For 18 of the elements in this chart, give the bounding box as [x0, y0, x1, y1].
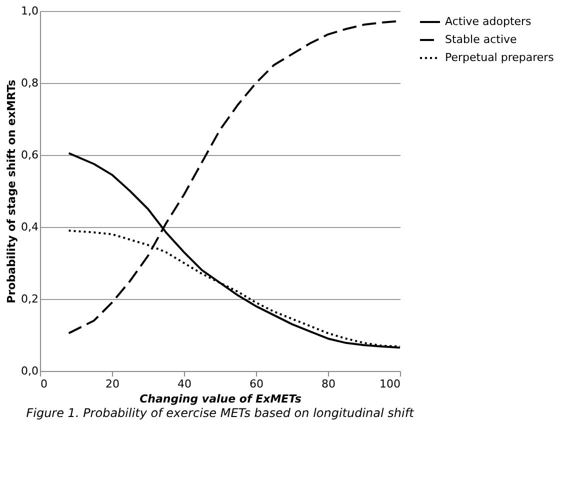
y-tick-label: 0,6 [21, 148, 38, 162]
y-tick-label: 0,0 [21, 364, 38, 378]
x-tick-label: 40 [178, 378, 192, 390]
y-tick-label: 0,8 [21, 76, 38, 90]
legend-label: Perpetual preparers [445, 51, 554, 64]
legend-label: Active adopters [445, 15, 532, 28]
x-tick-label: 20 [106, 378, 120, 390]
x-tick-label: 80 [322, 378, 336, 390]
x-tick-label: 60 [250, 378, 264, 390]
legend-label: Stable active [445, 33, 518, 46]
caption: Figure 1. Probability of exercise METs based on longitudinal shift [26, 406, 416, 420]
x-tick-label: 0 [40, 378, 48, 390]
x-axis-title: Changing value of ExMETs [140, 392, 302, 406]
y-tick-label: 1,0 [21, 4, 38, 18]
x-tick-label: 100 [380, 378, 400, 390]
y-tick-label: 0,4 [21, 220, 38, 234]
y-axis-title: Probability of stage shift on exMRTs [5, 79, 18, 304]
y-tick-label: 0,2 [21, 292, 38, 306]
